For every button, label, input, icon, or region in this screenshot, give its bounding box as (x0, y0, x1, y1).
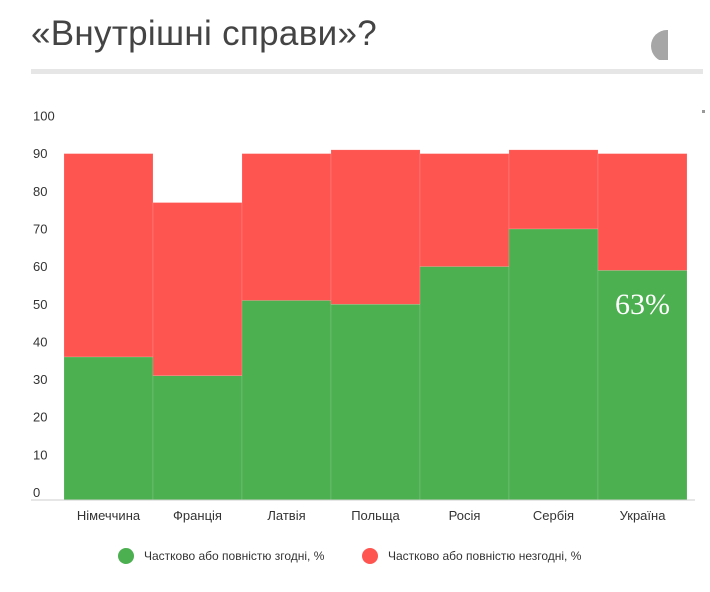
bars-layer (63, 149, 688, 501)
bar-disagree-3[interactable] (330, 149, 421, 305)
x-tick-label: Франція (173, 508, 222, 523)
bar-disagree-6[interactable] (597, 153, 688, 271)
bar-agree-6[interactable] (597, 270, 688, 501)
title-divider (31, 69, 703, 74)
x-axis: Німеччина Франція Латвія Польща Росія Сербія У… (77, 508, 666, 523)
x-tick-label: Сербія (533, 508, 574, 523)
corner-decoration (651, 30, 668, 60)
x-tick-label: Україна (620, 508, 667, 523)
bar-agree-0[interactable] (63, 356, 154, 501)
legend-agree-label: Частково або повністю згодні, % (144, 549, 325, 563)
bar-disagree-0[interactable] (63, 153, 154, 358)
annotations-layer: 63% (615, 288, 670, 321)
x-tick-label: Латвія (267, 508, 305, 523)
bar-disagree-5[interactable] (508, 149, 599, 230)
bar-agree-1[interactable] (152, 375, 243, 501)
page-title: «Внутрішні справи»? (31, 14, 377, 53)
legend-agree-dot-icon (118, 548, 134, 564)
bar-disagree-1[interactable] (152, 202, 243, 377)
y-tick-label: 60 (33, 259, 47, 274)
y-tick-label: 70 (33, 221, 47, 236)
y-tick-label: 0 (33, 485, 40, 500)
bar-disagree-2[interactable] (241, 153, 332, 301)
y-tick-label: 50 (33, 297, 47, 312)
y-axis: 0 10 20 30 40 50 60 70 80 90 100 (33, 109, 55, 501)
legend: Частково або повністю згодні, % Частково… (0, 548, 710, 570)
y-tick-label: 100 (33, 109, 55, 124)
bar-agree-5[interactable] (508, 228, 599, 501)
legend-disagree-dot-icon (362, 548, 378, 564)
y-tick-label: 20 (33, 410, 47, 425)
bar-agree-2[interactable] (241, 300, 332, 501)
legend-item-disagree[interactable]: Частково або повністю незгодні, % (362, 548, 581, 564)
bar-disagree-4[interactable] (419, 153, 510, 267)
y-tick-label: 40 (33, 334, 47, 349)
data-label-annotation: 63% (615, 288, 670, 321)
y-tick-label: 80 (33, 184, 47, 199)
x-tick-label: Польща (351, 508, 400, 523)
y-tick-label: 10 (33, 447, 47, 462)
x-tick-label: Росія (449, 508, 481, 523)
legend-item-agree[interactable]: Частково або повністю згодні, % (118, 548, 324, 564)
edge-mark (702, 110, 705, 113)
x-tick-label: Німеччина (77, 508, 141, 523)
bar-agree-3[interactable] (330, 303, 421, 501)
legend-disagree-label: Частково або повністю незгодні, % (388, 549, 582, 563)
y-tick-label: 30 (33, 372, 47, 387)
y-tick-label: 90 (33, 146, 47, 161)
bar-agree-4[interactable] (419, 266, 510, 501)
